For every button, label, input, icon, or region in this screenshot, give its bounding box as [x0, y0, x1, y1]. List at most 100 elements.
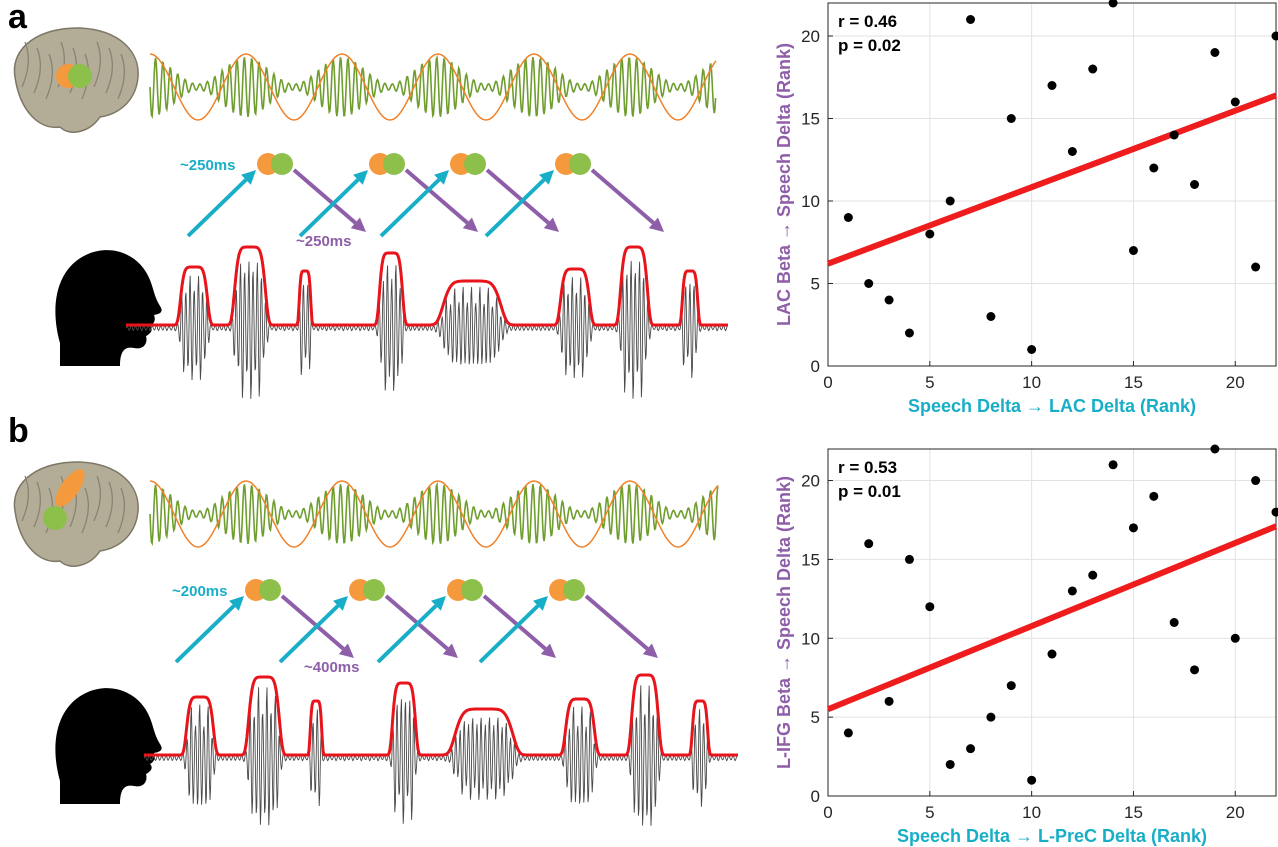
arrow-head	[241, 170, 256, 185]
data-point	[1027, 775, 1037, 785]
brain-icon	[13, 461, 139, 567]
node-green	[563, 579, 585, 601]
data-point	[966, 15, 976, 24]
data-point	[1108, 0, 1118, 8]
y-tick-label: 0	[811, 787, 820, 806]
brain-sulcus	[33, 47, 41, 94]
arrow-shaft	[298, 178, 360, 238]
y-tick-label: 15	[801, 550, 820, 569]
brain-sulcus	[105, 481, 113, 528]
schematic-panel-a: ~250ms ~250ms	[13, 27, 729, 399]
arrow-shaft	[174, 604, 236, 664]
arrow-head	[540, 643, 556, 658]
x-tick-label: 10	[1022, 803, 1041, 822]
arrow-head	[333, 596, 348, 611]
arrow-head	[543, 217, 559, 232]
arrow-shaft	[584, 594, 649, 651]
data-point	[1271, 31, 1278, 41]
data-point	[925, 229, 935, 239]
node-pair	[245, 579, 281, 601]
arrow-speech-to-brain	[278, 596, 348, 664]
delta-oscillation	[149, 53, 717, 121]
data-point	[966, 744, 976, 754]
data-point	[986, 712, 996, 722]
arrow-head	[442, 643, 458, 658]
arrow-speech-to-brain	[478, 596, 548, 664]
data-point	[1251, 262, 1261, 272]
data-point	[1108, 460, 1118, 470]
y-axis-label: LAC Beta → Speech Delta (Rank)	[774, 43, 794, 326]
lag-down-label: ~250ms	[296, 233, 351, 250]
data-point	[1230, 97, 1240, 107]
data-point	[843, 213, 853, 222]
data-point	[884, 295, 894, 305]
data-point	[1190, 665, 1200, 675]
data-point	[1149, 491, 1159, 501]
arrow-shaft	[404, 168, 469, 225]
arrow-shaft	[278, 604, 340, 664]
arrow-head	[533, 596, 548, 611]
speech-envelope	[144, 673, 738, 757]
head-shape	[55, 688, 162, 804]
node-pair	[257, 153, 293, 175]
lag-up-label: ~250ms	[180, 157, 235, 174]
x-tick-label: 10	[1022, 373, 1041, 392]
arrow-head	[434, 170, 449, 185]
brain-sulcus	[93, 41, 101, 88]
arrow-brain-to-speech	[292, 168, 366, 232]
data-point	[1169, 130, 1179, 140]
panel-letter-b: b	[8, 412, 29, 450]
x-tick-label: 0	[823, 803, 832, 822]
data-point	[1067, 586, 1077, 596]
schematic-panel-b: ~200ms ~400ms	[13, 461, 738, 826]
data-point	[945, 759, 955, 769]
scatter-chart-a: 0 5 10 15 20 0 5 10 15 20 r = 0.46 p = 0.02 Speech D…	[774, 0, 1278, 416]
delta-oscillation	[149, 480, 719, 548]
node-pair	[369, 153, 405, 175]
beta-oscillation	[149, 481, 719, 547]
arrow-shaft	[292, 168, 357, 225]
x-axis-label: Speech Delta → L-PreC Delta (Rank)	[897, 826, 1207, 846]
brain-region-orange	[55, 469, 85, 507]
speech-waveform	[143, 685, 738, 826]
node-green	[271, 153, 293, 175]
data-point	[864, 539, 874, 549]
data-point	[1006, 681, 1016, 691]
arrow-shaft	[478, 604, 540, 664]
arrow-head	[648, 217, 664, 232]
arrow-shaft	[280, 594, 345, 651]
data-point	[904, 554, 914, 564]
node-green	[259, 579, 281, 601]
arrow-head	[431, 596, 446, 611]
brain-sulcus	[33, 481, 41, 528]
brain-sulcus	[93, 475, 101, 522]
arrow-speech-to-brain	[298, 170, 368, 238]
arrow-head	[462, 217, 478, 232]
data-point	[864, 279, 874, 288]
axes-box	[827, 448, 1277, 797]
arrow-head	[338, 643, 354, 658]
arrow-speech-to-brain	[484, 170, 554, 238]
node-pair	[450, 153, 486, 175]
arrow-head	[642, 643, 658, 658]
data-point	[1088, 570, 1098, 580]
brain-region-green	[68, 64, 92, 88]
node-pair	[447, 579, 483, 601]
arrow-brain-to-speech	[590, 168, 664, 232]
y-axis-label: L-IFG Beta → Speech Delta (Rank)	[774, 476, 794, 769]
data-point	[1251, 476, 1261, 486]
node-green	[461, 579, 483, 601]
brain-sulcus	[81, 487, 89, 534]
y-tick-label: 0	[811, 357, 820, 376]
x-axis-label: Speech Delta → LAC Delta (Rank)	[908, 396, 1196, 416]
y-tick-label: 5	[811, 275, 820, 294]
head-shape	[55, 250, 162, 366]
data-point	[1210, 48, 1220, 57]
arrow-speech-to-brain	[376, 596, 446, 664]
data-point	[1047, 81, 1057, 90]
arrow-head	[229, 596, 244, 611]
node-green	[383, 153, 405, 175]
x-tick-label: 5	[925, 803, 934, 822]
brain-sulcus	[117, 53, 125, 100]
